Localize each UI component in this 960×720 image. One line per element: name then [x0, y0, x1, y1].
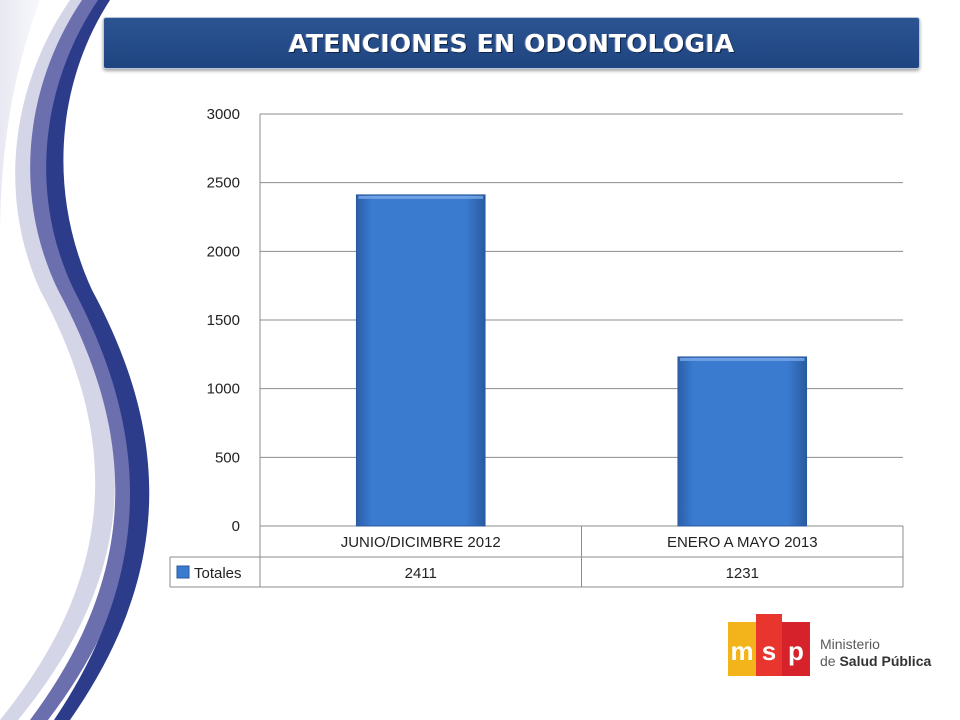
- y-tick-label: 0: [232, 518, 240, 535]
- svg-text:s: s: [762, 636, 776, 666]
- y-tick-label: 3000: [207, 106, 240, 123]
- logo-line-2: de Salud Pública: [820, 653, 931, 670]
- bar: [677, 356, 808, 527]
- title-banner: ATENCIONES EN ODONTOLOGIA: [103, 17, 920, 69]
- bar-highlight: [679, 357, 805, 361]
- data-label: 1231: [726, 565, 759, 582]
- decorative-swoosh: [0, 0, 150, 720]
- category-label: JUNIO/DICIMBRE 2012: [341, 534, 501, 551]
- msp-logo-mark: m s p: [728, 614, 810, 676]
- svg-text:p: p: [788, 636, 804, 666]
- msp-logo: m s p Ministerio de Salud Pública: [726, 612, 936, 682]
- chart-title: ATENCIONES EN ODONTOLOGIA: [288, 28, 735, 58]
- y-tick-label: 2000: [207, 243, 240, 260]
- legend-label: Totales: [194, 565, 242, 582]
- y-tick-label: 1000: [207, 381, 240, 398]
- bar: [355, 194, 486, 527]
- logo-line-2-prefix: de: [820, 653, 840, 669]
- data-label: 2411: [405, 565, 437, 582]
- y-tick-label: 1500: [207, 312, 240, 329]
- logo-line-2-bold: Salud Pública: [839, 653, 932, 669]
- bar-highlight: [358, 195, 484, 199]
- logo-line-1: Ministerio: [820, 636, 880, 652]
- y-tick-label: 500: [215, 449, 240, 466]
- svg-text:m: m: [730, 636, 753, 666]
- y-tick-label: 2500: [207, 175, 240, 192]
- logo-text: Ministerio de Salud Pública: [820, 636, 931, 670]
- category-label: ENERO A MAYO 2013: [667, 534, 818, 551]
- legend-swatch: [176, 565, 190, 579]
